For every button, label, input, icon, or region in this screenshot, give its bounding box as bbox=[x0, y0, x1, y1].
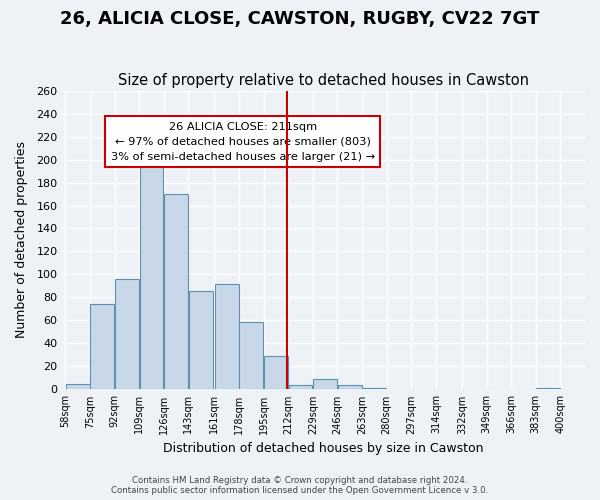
X-axis label: Distribution of detached houses by size in Cawston: Distribution of detached houses by size … bbox=[163, 442, 484, 455]
Text: 26 ALICIA CLOSE: 211sqm
← 97% of detached houses are smaller (803)
3% of semi-de: 26 ALICIA CLOSE: 211sqm ← 97% of detache… bbox=[110, 122, 375, 162]
Bar bbox=[362, 388, 386, 390]
Text: 26, ALICIA CLOSE, CAWSTON, RUGBY, CV22 7GT: 26, ALICIA CLOSE, CAWSTON, RUGBY, CV22 7… bbox=[61, 10, 539, 28]
Bar bbox=[189, 290, 212, 390]
Bar bbox=[66, 384, 89, 390]
Y-axis label: Number of detached properties: Number of detached properties bbox=[15, 142, 28, 338]
Bar bbox=[264, 356, 288, 390]
Bar bbox=[164, 194, 188, 390]
Bar bbox=[215, 284, 239, 390]
Bar bbox=[140, 154, 163, 390]
Bar bbox=[289, 385, 313, 390]
Bar bbox=[91, 304, 114, 390]
Bar bbox=[536, 388, 560, 390]
Bar bbox=[313, 379, 337, 390]
Bar bbox=[115, 279, 139, 390]
Bar bbox=[338, 385, 362, 390]
Title: Size of property relative to detached houses in Cawston: Size of property relative to detached ho… bbox=[118, 73, 529, 88]
Bar bbox=[239, 322, 263, 390]
Text: Contains HM Land Registry data © Crown copyright and database right 2024.
Contai: Contains HM Land Registry data © Crown c… bbox=[112, 476, 488, 495]
